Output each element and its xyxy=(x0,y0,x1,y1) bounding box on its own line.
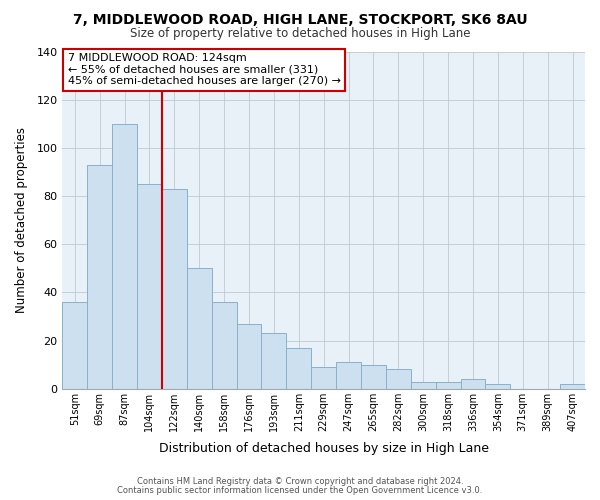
X-axis label: Distribution of detached houses by size in High Lane: Distribution of detached houses by size … xyxy=(158,442,488,455)
Bar xyxy=(436,382,461,388)
Bar xyxy=(336,362,361,388)
Text: Size of property relative to detached houses in High Lane: Size of property relative to detached ho… xyxy=(130,28,470,40)
Bar xyxy=(262,334,286,388)
Text: 7 MIDDLEWOOD ROAD: 124sqm
← 55% of detached houses are smaller (331)
45% of semi: 7 MIDDLEWOOD ROAD: 124sqm ← 55% of detac… xyxy=(68,53,341,86)
Bar xyxy=(311,367,336,388)
Y-axis label: Number of detached properties: Number of detached properties xyxy=(15,127,28,313)
Bar xyxy=(236,324,262,388)
Text: 7, MIDDLEWOOD ROAD, HIGH LANE, STOCKPORT, SK6 8AU: 7, MIDDLEWOOD ROAD, HIGH LANE, STOCKPORT… xyxy=(73,12,527,26)
Bar xyxy=(461,379,485,388)
Bar xyxy=(485,384,511,388)
Bar xyxy=(361,364,386,388)
Bar xyxy=(560,384,585,388)
Bar xyxy=(212,302,236,388)
Bar xyxy=(386,370,411,388)
Bar xyxy=(87,164,112,388)
Bar xyxy=(162,189,187,388)
Bar xyxy=(187,268,212,388)
Text: Contains public sector information licensed under the Open Government Licence v3: Contains public sector information licen… xyxy=(118,486,482,495)
Bar xyxy=(286,348,311,389)
Bar xyxy=(112,124,137,388)
Bar xyxy=(137,184,162,388)
Bar xyxy=(411,382,436,388)
Bar xyxy=(62,302,87,388)
Text: Contains HM Land Registry data © Crown copyright and database right 2024.: Contains HM Land Registry data © Crown c… xyxy=(137,477,463,486)
